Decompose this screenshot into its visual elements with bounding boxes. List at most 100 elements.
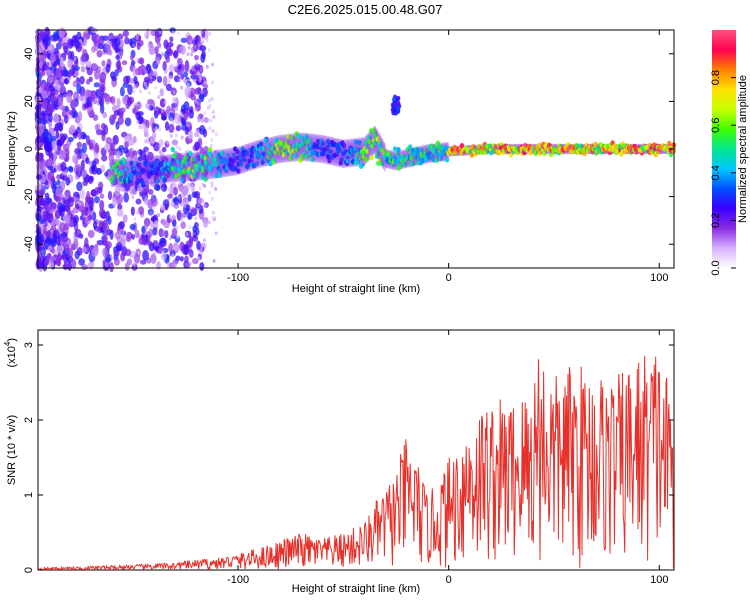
spectrogram-cell — [126, 236, 132, 243]
spectrogram-cell — [147, 78, 154, 84]
spectrogram-cell — [170, 146, 176, 153]
spectrogram-cell — [167, 197, 171, 202]
spectrogram-cell — [96, 239, 104, 246]
spectrogram-cell — [119, 111, 124, 119]
snr-x-tick-label: 0 — [446, 574, 452, 586]
spectrogram-cell — [220, 150, 225, 156]
spectrogram-cell — [196, 115, 200, 120]
spectrogram-cell — [418, 147, 424, 153]
spectrogram-cell — [191, 39, 198, 45]
spectrogram-cell — [200, 118, 204, 123]
spectrogram-cell — [80, 159, 85, 171]
spectrogram-cell — [186, 182, 190, 187]
spectrogram-cell — [94, 195, 100, 204]
spectrogram-cell — [162, 75, 168, 87]
spectrogram-cell — [116, 97, 121, 109]
spectrogram-y-tick-label: 40 — [23, 48, 35, 60]
spectrogram-cell — [153, 68, 157, 73]
spectrogram-cell — [183, 101, 190, 111]
spectrogram-cell — [74, 39, 80, 50]
spectrogram-cell — [166, 263, 170, 268]
spectrogram-cell — [287, 145, 292, 151]
spectrogram-cell — [67, 58, 74, 69]
spectrogram-cell — [153, 250, 157, 255]
spectrogram-cell — [111, 75, 117, 82]
spectrogram-cell — [196, 240, 201, 250]
spectrogram-cell — [109, 156, 115, 167]
spectrogram-cell — [396, 146, 401, 153]
spectrogram-cell — [410, 160, 416, 166]
spectrogram-cell — [203, 219, 209, 228]
spectrogram-cell — [148, 188, 154, 195]
spectrogram-cell — [369, 155, 374, 161]
spectrogram-cell — [161, 146, 167, 153]
spectrogram-cell — [355, 159, 361, 165]
spectrogram-cell — [365, 148, 370, 154]
spectrogram-cell — [87, 261, 94, 270]
spectrogram-cell — [47, 76, 54, 83]
spectrogram-cell — [177, 78, 181, 83]
spectrogram-cell — [256, 152, 262, 158]
spectrogram-cell — [55, 187, 62, 198]
spectrogram-cell — [142, 168, 147, 174]
spectrogram-cell — [113, 110, 120, 116]
spectrogram-cell — [164, 230, 169, 239]
spectrogram-cell — [304, 134, 309, 140]
spectrogram-cell — [205, 38, 209, 43]
spectrogram-cell — [52, 31, 60, 42]
spectrogram-cell — [90, 93, 95, 103]
spectrogram-cell — [50, 95, 58, 102]
spectrogram-cell — [107, 215, 112, 225]
spectrogram-cell — [210, 138, 214, 143]
spectrogram-cell — [203, 146, 207, 151]
spectrogram-cell — [166, 178, 170, 183]
spectrogram-cell — [50, 65, 57, 71]
spectrogram-y-ticks: -40 -20 0 20 40 — [23, 48, 674, 252]
spectrogram-cell — [210, 96, 214, 101]
spectrogram-cell — [130, 206, 135, 216]
spectrogram-cell — [304, 154, 310, 160]
spectrogram-cell — [214, 231, 218, 236]
spectrogram-cell — [161, 52, 165, 57]
spectrogram-cell — [266, 154, 272, 161]
spectrogram-cell — [81, 169, 87, 177]
snr-multiplier-exponent: 4 — [3, 341, 12, 346]
spectrogram-cell — [103, 124, 109, 136]
spectrogram-cell — [102, 233, 108, 245]
spectrogram-cell — [197, 256, 201, 261]
spectrogram-cell — [190, 156, 195, 163]
spectrogram-cell — [123, 192, 130, 203]
spectrogram-cell — [339, 157, 344, 163]
spectrogram-cell — [185, 204, 191, 212]
spectrogram-cell — [203, 203, 207, 208]
spectrogram-cell — [153, 219, 159, 230]
spectrogram-cell — [207, 47, 211, 52]
spectrogram-cell — [67, 50, 72, 61]
spectrogram-cell — [199, 45, 207, 52]
spectrogram-x-tick-label: -100 — [227, 272, 249, 284]
spectrogram-cell — [574, 142, 580, 149]
spectrogram-cell — [123, 75, 129, 85]
spectrogram-cell — [184, 255, 189, 263]
spectrogram-cell — [75, 164, 82, 172]
spectrogram-cell — [97, 38, 105, 45]
spectrogram-cell — [124, 248, 132, 257]
spectrogram-cell — [154, 85, 158, 90]
spectrogram-cell — [158, 107, 163, 115]
spectrogram-cell — [200, 251, 204, 256]
spectrogram-cell — [380, 138, 385, 167]
spectrogram-cell — [117, 65, 123, 73]
spectrogram-cell — [53, 114, 60, 124]
spectrogram-cell — [133, 75, 138, 85]
spectrogram-cells — [34, 26, 677, 273]
spectrogram-cell — [88, 142, 94, 151]
spectrogram-cell — [101, 60, 106, 67]
spectrogram-cell — [174, 173, 179, 179]
spectrogram-cell — [174, 65, 178, 70]
spectrogram-cell — [68, 110, 73, 116]
spectrogram-cell — [131, 147, 135, 152]
spectrogram-cell — [316, 138, 321, 144]
spectrogram-cell — [142, 123, 146, 128]
spectrogram-cell — [163, 39, 169, 50]
spectrogram-cell — [193, 45, 197, 50]
